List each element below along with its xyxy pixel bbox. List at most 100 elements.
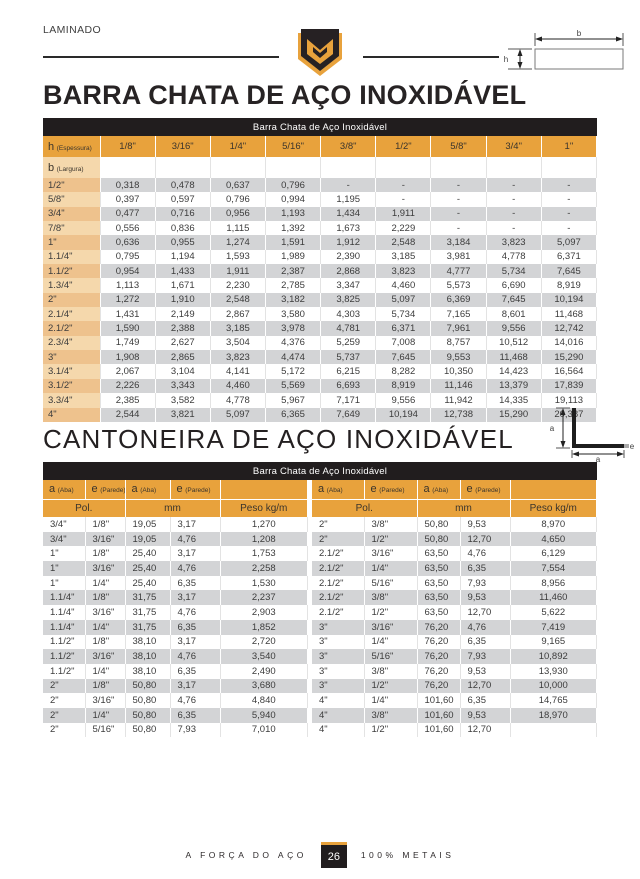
table-cell: 20,387 (541, 407, 598, 422)
table-cell: 9,553 (430, 350, 487, 365)
table-cell: 3/16" (85, 693, 126, 708)
table-row: 1" 0,636 0,955 1,274 1,591 1,912 2,548 3,184 3,8… (43, 235, 598, 250)
table-cell: 38,10 (125, 663, 171, 679)
thickness-header-cell: 3/8" (320, 136, 377, 157)
table-row: 1.3/4" 1,113 1,671 2,230 2,785 3,347 4,460 5,57… (43, 278, 598, 293)
footer-slogan-left: A FORÇA DO AÇO (185, 850, 307, 860)
table-cell: 7,165 (430, 307, 487, 322)
table-cell: 1,593 (210, 249, 266, 265)
table-cell: 13,379 (486, 378, 542, 394)
table-cell: 0,836 (155, 221, 211, 236)
table-cell: 1,392 (265, 221, 322, 236)
table-cell: 1,591 (265, 235, 322, 250)
h-espessura-label: h (Espessura) (43, 136, 101, 157)
table-row: 2" 1,272 1,910 2,548 3,182 3,825 5,097 6,369 7,6… (43, 292, 598, 308)
table-cell: 9,165 (510, 634, 597, 650)
table-cell: 3/16" (85, 561, 126, 576)
table-cell: - (430, 178, 487, 193)
table-row: 1.1/2" 3/16" 38,10 4,76 3,540 (43, 649, 308, 664)
table-cell: 11,460 (510, 590, 597, 606)
angle-header-row-left: a (Aba) e (Parede) a (Aba) e (Parede) (43, 480, 308, 499)
table-cell: 8,956 (510, 575, 597, 591)
table-cell: 3,17 (170, 546, 221, 562)
table-cell: - (541, 221, 598, 236)
table-cell: 4" (43, 407, 101, 422)
table-cell: 101,60 (417, 693, 461, 708)
table-cell: 0,716 (155, 206, 211, 222)
table-cell: 1.1/4" (43, 590, 86, 606)
table-cell: 5/16" (364, 575, 418, 591)
table-cell: 8,757 (430, 335, 487, 351)
table-cell: 2.1/2" (312, 590, 365, 606)
flat-bar-table: Barra Chata de Aço Inoxidável h (Espessu… (43, 118, 598, 422)
table-cell: 5,967 (265, 393, 322, 408)
table-cell: 1" (43, 235, 101, 250)
table-cell: 2.1/4" (43, 307, 101, 322)
table-cell: 2.1/2" (312, 561, 365, 576)
table-cell: 19,113 (541, 393, 598, 408)
table-cell: 3,823 (375, 264, 432, 279)
table-cell: 0,955 (155, 235, 211, 250)
table-cell: 5,940 (220, 707, 308, 723)
table-cell: 5/16" (364, 649, 418, 664)
table-cell: 0,597 (155, 192, 211, 207)
table-cell: 3,580 (265, 307, 322, 322)
table-cell: 2.3/4" (43, 335, 101, 351)
table-cell: 1,908 (100, 350, 156, 365)
table-cell: 7,419 (510, 619, 597, 635)
brand-logo-icon (298, 29, 342, 76)
table-cell: 10,892 (510, 649, 597, 664)
table-cell: 101,60 (417, 707, 461, 723)
table-cell: 10,000 (510, 678, 597, 694)
table-cell: 1" (43, 575, 86, 591)
table-cell: 10,194 (375, 407, 432, 422)
table-cell: 8,919 (541, 278, 598, 293)
table-cell: 1/4" (364, 634, 418, 650)
table-cell: 16,564 (541, 364, 598, 379)
table-cell: 2,258 (220, 561, 308, 576)
table-cell: 4,141 (210, 364, 266, 379)
table-cell: 1/8" (85, 546, 126, 562)
table-cell: 19,05 (125, 531, 171, 547)
table-cell: 3.1/2" (43, 378, 101, 394)
table-cell: 1,912 (320, 235, 377, 250)
table-cell: 3.1/4" (43, 364, 101, 379)
table-cell: 3,17 (170, 678, 221, 694)
table-cell: 4,76 (170, 561, 221, 576)
table-cell: 11,942 (430, 393, 487, 408)
table-cell: 63,50 (417, 575, 461, 591)
table-cell: 2.1/2" (312, 546, 365, 562)
thickness-header-cell: 5/16" (265, 136, 322, 157)
table-cell: 1,753 (220, 546, 308, 562)
table-cell: 31,75 (125, 605, 171, 620)
table-cell: 0,796 (210, 192, 266, 207)
table-cell: 1/4" (85, 663, 126, 679)
table-cell: 1,989 (265, 249, 322, 265)
table-cell: 1,852 (220, 619, 308, 635)
table-cell: 1,530 (220, 575, 308, 591)
table-cell: 3/4" (43, 517, 86, 532)
table-cell: 1.1/2" (43, 634, 86, 650)
table-cell: 2,230 (210, 278, 266, 293)
mm-label: mm (125, 498, 221, 517)
e-parede-label: e (Parede) (460, 480, 511, 499)
table-cell: 0,994 (265, 192, 322, 207)
thickness-header-cell: 1/4" (210, 136, 266, 157)
table-cell: 6,129 (510, 546, 597, 562)
table-cell: 3,582 (155, 393, 211, 408)
table-cell: 4,460 (210, 378, 266, 394)
table-cell: 5,172 (265, 364, 322, 379)
table-row: 3" 3/16" 76,20 4,76 7,419 (312, 619, 597, 635)
table-cell: 4,474 (265, 350, 322, 365)
table-cell: 2.1/2" (43, 321, 101, 336)
table-cell: 1.1/4" (43, 249, 101, 265)
table-cell: 10,194 (541, 292, 598, 308)
table-cell: 2,149 (155, 307, 211, 322)
table-row: 3.3/4" 2,385 3,582 4,778 5,967 7,171 9,556 11,9… (43, 393, 598, 408)
table-cell: 2,226 (100, 378, 156, 394)
table-cell: 1,274 (210, 235, 266, 250)
table-cell: 5,097 (541, 235, 598, 250)
table-cell: 10,350 (430, 364, 487, 379)
empty-cell (320, 157, 377, 178)
table-cell: 12,70 (460, 531, 511, 547)
